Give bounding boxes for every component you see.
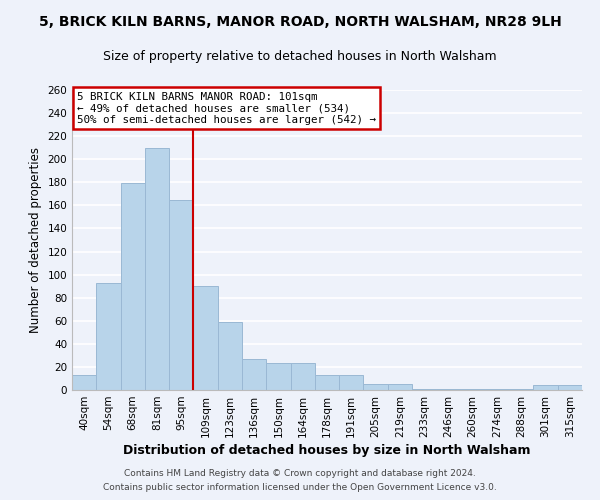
Text: Size of property relative to detached houses in North Walsham: Size of property relative to detached ho…	[103, 50, 497, 63]
Text: Contains public sector information licensed under the Open Government Licence v3: Contains public sector information licen…	[103, 484, 497, 492]
Bar	[121, 184, 145, 390]
Bar	[558, 386, 582, 390]
Bar	[436, 389, 461, 390]
Bar	[509, 389, 533, 390]
Text: 5 BRICK KILN BARNS MANOR ROAD: 101sqm
← 49% of detached houses are smaller (534): 5 BRICK KILN BARNS MANOR ROAD: 101sqm ← …	[77, 92, 376, 124]
Text: 5, BRICK KILN BARNS, MANOR ROAD, NORTH WALSHAM, NR28 9LH: 5, BRICK KILN BARNS, MANOR ROAD, NORTH W…	[38, 15, 562, 29]
Bar	[364, 384, 388, 390]
Bar	[290, 364, 315, 390]
Bar	[242, 359, 266, 390]
X-axis label: Distribution of detached houses by size in North Walsham: Distribution of detached houses by size …	[123, 444, 531, 457]
Bar	[461, 389, 485, 390]
Text: Contains HM Land Registry data © Crown copyright and database right 2024.: Contains HM Land Registry data © Crown c…	[124, 468, 476, 477]
Bar	[218, 322, 242, 390]
Bar	[388, 384, 412, 390]
Bar	[485, 389, 509, 390]
Bar	[412, 389, 436, 390]
Bar	[72, 375, 96, 390]
Bar	[266, 364, 290, 390]
Bar	[315, 375, 339, 390]
Bar	[339, 375, 364, 390]
Y-axis label: Number of detached properties: Number of detached properties	[29, 147, 42, 333]
Bar	[145, 148, 169, 390]
Bar	[533, 386, 558, 390]
Bar	[193, 286, 218, 390]
Bar	[169, 200, 193, 390]
Bar	[96, 282, 121, 390]
